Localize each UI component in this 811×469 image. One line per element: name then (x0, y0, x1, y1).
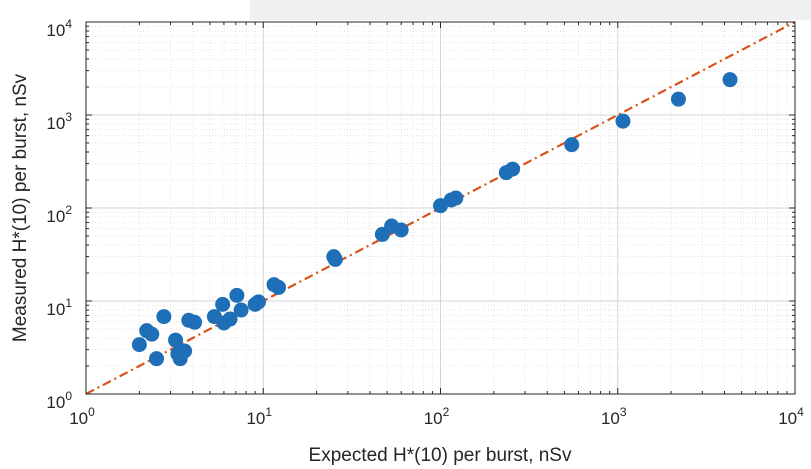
x-tick-label: 100 (69, 405, 95, 428)
x-axis-label: Expected H*(10) per burst, nSv (309, 445, 572, 466)
data-point (393, 222, 409, 238)
data-points (131, 72, 738, 367)
data-point (131, 337, 147, 353)
data-point (222, 311, 238, 327)
data-point (233, 302, 249, 318)
data-point (271, 279, 287, 295)
x-tick-labels: 100 101 102 103 104 (69, 405, 804, 428)
data-point (564, 137, 580, 153)
y-tick-label: 102 (46, 203, 72, 226)
x-tick-label: 101 (246, 405, 272, 428)
y-axis-label: Measured H*(10) per burst, nSv (10, 73, 31, 342)
data-point (215, 296, 231, 312)
y-tick-label: 103 (46, 110, 72, 133)
data-point (156, 309, 172, 325)
data-point (149, 351, 165, 367)
data-point (168, 332, 184, 348)
data-point (250, 294, 266, 310)
data-point (615, 113, 631, 129)
y-tick-label: 101 (46, 296, 72, 319)
tick-marks (85, 21, 796, 395)
data-point (505, 161, 521, 177)
data-point (229, 287, 245, 303)
data-point (177, 343, 193, 359)
x-tick-label: 104 (778, 405, 804, 428)
data-point (670, 91, 686, 107)
y-tick-label: 100 (46, 389, 72, 412)
data-point (448, 190, 464, 206)
data-point (187, 314, 203, 330)
x-tick-label: 102 (424, 405, 450, 428)
x-tick-label: 103 (601, 405, 627, 428)
data-point (327, 251, 343, 267)
data-point (144, 326, 160, 342)
y-tick-labels: 100 101 102 103 104 (46, 17, 72, 412)
decorative-top-band (250, 0, 811, 20)
y-tick-label: 104 (46, 17, 72, 40)
data-point (722, 72, 738, 88)
